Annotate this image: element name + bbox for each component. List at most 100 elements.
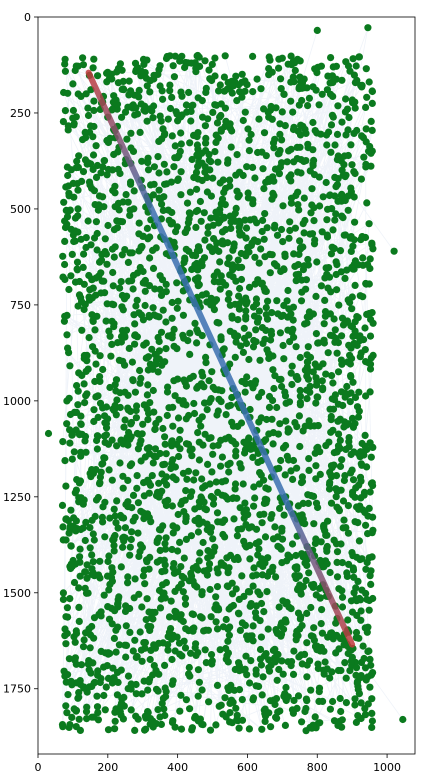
scatter-point xyxy=(113,68,121,76)
scatter-point xyxy=(332,472,341,480)
scatter-point xyxy=(140,341,148,349)
scatter-point xyxy=(342,131,350,139)
scatter-point xyxy=(289,108,297,116)
scatter-point xyxy=(352,718,360,727)
scatter-point xyxy=(68,431,76,439)
scatter-point xyxy=(150,180,158,188)
scatter-point xyxy=(111,725,119,733)
scatter-point xyxy=(365,78,373,86)
scatter-point xyxy=(176,57,184,65)
scatter-point xyxy=(97,608,105,616)
scatter-point xyxy=(266,269,274,277)
scatter-point xyxy=(318,228,326,236)
scatter-point xyxy=(113,497,121,505)
scatter-point xyxy=(276,329,284,337)
scatter-point xyxy=(242,224,251,232)
scatter-point xyxy=(110,505,118,513)
scatter-point xyxy=(84,111,93,120)
scatter-point xyxy=(366,332,375,340)
scatter-point xyxy=(344,529,352,537)
scatter-point xyxy=(360,153,368,161)
scatter-point xyxy=(329,697,337,706)
scatter-point xyxy=(341,659,349,667)
scatter-point xyxy=(74,212,82,220)
scatter-point xyxy=(216,285,224,293)
scatter-point xyxy=(247,600,255,608)
scatter-point xyxy=(152,685,161,693)
scatter-point xyxy=(250,215,258,223)
scatter-point xyxy=(255,545,263,553)
scatter-point xyxy=(158,200,166,208)
scatter-point xyxy=(94,413,102,421)
scatter-point xyxy=(289,316,297,324)
scatter-point xyxy=(79,263,87,271)
scatter-point xyxy=(151,425,159,433)
scatter-point xyxy=(193,141,201,149)
scatter-point xyxy=(338,716,346,724)
scatter-point xyxy=(220,214,228,222)
scatter-point xyxy=(227,603,235,611)
scatter-point xyxy=(84,104,92,112)
scatter-point xyxy=(228,418,236,426)
scatter-point xyxy=(135,430,143,438)
scatter-point xyxy=(312,292,320,300)
scatter-point xyxy=(345,113,353,122)
scatter-point xyxy=(202,147,210,155)
scatter-point xyxy=(63,163,71,171)
scatter-point xyxy=(224,569,232,577)
scatter-point xyxy=(265,65,273,73)
scatter-point xyxy=(111,203,119,211)
scatter-point xyxy=(125,91,133,99)
scatter-point xyxy=(326,405,334,413)
scatter-point xyxy=(177,191,185,199)
scatter-point xyxy=(311,65,319,73)
scatter-point xyxy=(271,165,280,173)
scatter-point xyxy=(241,87,249,95)
scatter-point xyxy=(352,671,360,679)
scatter-point xyxy=(90,406,98,414)
scatter-point xyxy=(300,262,308,270)
scatter-point xyxy=(114,79,122,87)
scatter-point xyxy=(91,377,99,386)
scatter-points xyxy=(44,24,407,735)
y-tick-label: 1750 xyxy=(3,683,31,696)
scatter-point xyxy=(135,86,143,94)
scatter-point xyxy=(67,506,75,514)
scatter-point xyxy=(303,319,311,327)
scatter-point xyxy=(332,540,341,548)
scatter-point xyxy=(338,332,346,340)
scatter-point xyxy=(238,619,246,627)
scatter-point xyxy=(101,706,109,714)
scatter-point xyxy=(333,503,341,511)
scatter-point xyxy=(93,161,102,170)
scatter-point xyxy=(258,691,266,699)
scatter-point xyxy=(119,306,127,314)
scatter-point xyxy=(261,717,269,726)
scatter-point xyxy=(225,290,233,298)
scatter-point xyxy=(188,155,196,164)
scatter-point xyxy=(260,510,268,518)
scatter-point xyxy=(131,575,139,583)
scatter-point xyxy=(105,586,113,594)
scatter-point xyxy=(110,226,118,234)
scatter-point xyxy=(269,352,277,360)
scatter-point xyxy=(368,99,376,107)
scatter-point xyxy=(61,260,69,269)
scatter-point xyxy=(144,686,152,694)
scatter-point xyxy=(302,276,310,284)
scatter-point xyxy=(330,315,338,323)
scatter-point xyxy=(269,646,277,655)
scatter-point xyxy=(233,494,241,502)
scatter-point xyxy=(212,593,220,601)
scatter-point xyxy=(109,568,117,576)
scatter-point xyxy=(317,282,325,290)
scatter-point xyxy=(286,338,294,346)
scatter-point xyxy=(348,263,356,271)
scatter-point xyxy=(159,424,167,433)
scatter-point xyxy=(128,504,136,512)
scatter-point xyxy=(83,715,91,723)
scatter-point xyxy=(324,349,332,357)
scatter-point xyxy=(140,60,148,68)
scatter-point xyxy=(126,628,134,637)
scatter-point xyxy=(259,216,267,224)
